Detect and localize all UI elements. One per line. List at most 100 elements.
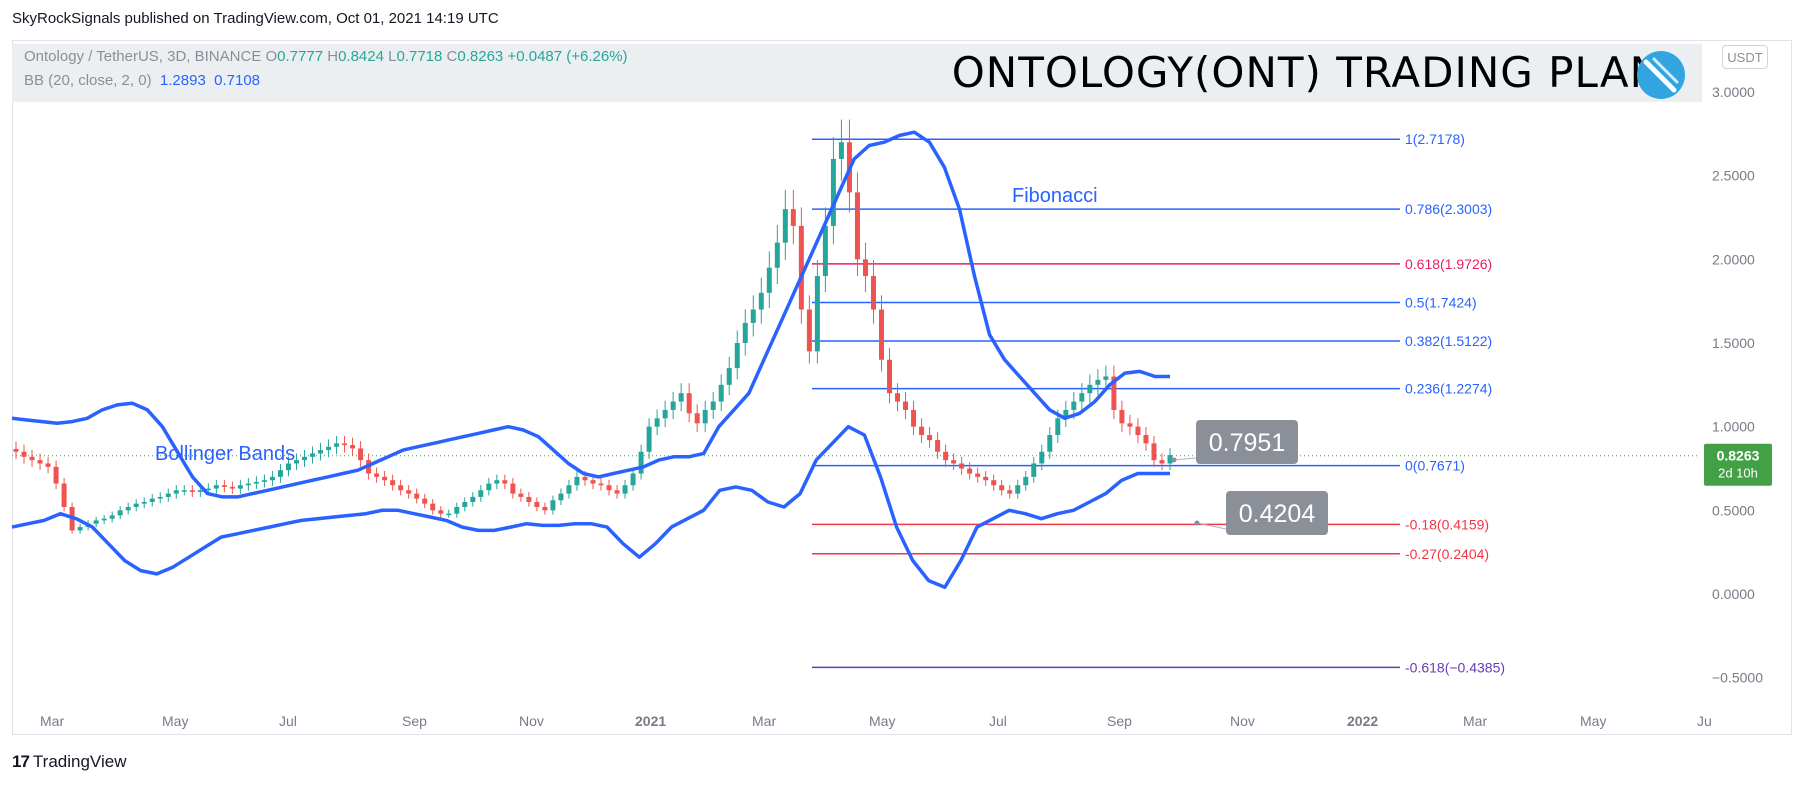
candle-body (622, 485, 628, 494)
candle-body (542, 506, 548, 511)
close-value: 0.8263 (457, 48, 504, 65)
candle-body (382, 476, 388, 481)
tradingview-brand: TradingView (32, 752, 127, 771)
candle-body (654, 418, 660, 427)
candle-body (999, 485, 1005, 491)
candle-body (606, 485, 612, 491)
candle-body (911, 409, 917, 427)
candle-body (398, 485, 404, 491)
fibonacci-annotation: Fibonacci (1012, 185, 1098, 207)
x-tick-label: Mar (1463, 713, 1487, 729)
candle-body (991, 480, 997, 486)
candle-body (814, 276, 820, 352)
candle-body (518, 493, 524, 497)
currency-button[interactable]: USDT (1722, 45, 1768, 69)
candle-body (790, 209, 796, 226)
last-price-value: 0.8263 (1717, 448, 1760, 464)
close-label: C (446, 48, 458, 65)
candle-body (758, 292, 764, 310)
y-tick-label: 2.0000 (1712, 251, 1755, 267)
candle-body (1103, 376, 1109, 380)
bb-label[interactable]: BB (20, close, 2, 0) (24, 72, 152, 89)
candle-body (895, 393, 901, 402)
candle-body (221, 485, 227, 487)
candle-body (101, 518, 107, 521)
x-tick-label: May (162, 713, 188, 729)
candle-body (879, 309, 884, 360)
candle-body (358, 448, 364, 461)
candle-body (806, 309, 812, 352)
symbol-label[interactable]: Ontology / TetherUS, 3D, BINANCE (24, 48, 262, 65)
bb-lower-value: 0.7108 (214, 72, 261, 89)
candle-body (245, 483, 251, 486)
y-tick-label: 0.0000 (1712, 586, 1755, 602)
ontology-logo-icon (1637, 51, 1685, 99)
candle-body (45, 463, 51, 467)
candle-body (646, 426, 652, 452)
candle-body (558, 493, 564, 501)
publisher-line: SkyRockSignals published on TradingView.… (12, 10, 499, 27)
candle-body (750, 309, 756, 323)
candle-body (269, 476, 275, 481)
bb-legend[interactable]: BB (20, close, 2, 0) 1.2893 0.7108 (24, 72, 260, 89)
candle-body (838, 142, 844, 159)
candle-body (205, 488, 211, 491)
candle-body (310, 453, 316, 457)
candle-body (302, 456, 307, 461)
candle-body (181, 490, 187, 492)
candle-body (21, 451, 27, 457)
candle-body (1151, 443, 1157, 461)
candle-body (510, 483, 516, 494)
bb-upper-value: 1.2893 (159, 72, 206, 89)
x-tick-label: Sep (402, 713, 427, 729)
candle-body (165, 493, 171, 497)
candle-body (29, 456, 35, 461)
tradingview-logo[interactable]: 17 TradingView (12, 752, 126, 772)
candle-body (486, 483, 492, 491)
candle-body (1063, 409, 1069, 419)
candle-body (1071, 401, 1077, 410)
candle-body (742, 322, 748, 343)
candle-body (141, 501, 147, 504)
y-tick-label: 1.0000 (1712, 419, 1755, 435)
x-tick-label: Nov (519, 713, 544, 729)
x-tick-label: Mar (752, 713, 776, 729)
callout-top-box (1196, 420, 1298, 464)
candle-body (854, 192, 860, 260)
candle-body (662, 409, 668, 419)
low-label: L (388, 48, 397, 65)
candle-body (614, 490, 620, 494)
candle-body (93, 520, 99, 524)
candle-body (422, 498, 428, 504)
candle-body (534, 501, 540, 507)
x-tick-label: Jul (989, 713, 1007, 729)
candle-body (903, 401, 909, 410)
fib-level-label: 1(2.7178) (1405, 131, 1465, 147)
candle-body (670, 401, 676, 410)
candle-body (494, 480, 500, 484)
candle-body (61, 483, 67, 507)
fib-level-label: 0.236(1.2274) (1405, 381, 1492, 397)
x-tick-label: Sep (1107, 713, 1132, 729)
candle-body (919, 426, 925, 436)
candle-body (13, 448, 19, 452)
y-tick-label: 2.5000 (1712, 168, 1755, 184)
candle-body (253, 481, 259, 484)
fib-level-label: -0.618(−0.4385) (1405, 659, 1505, 675)
candle-body (414, 493, 420, 499)
candle-body (638, 451, 644, 474)
candle-body (862, 259, 868, 277)
y-tick-label: 1.5000 (1712, 335, 1755, 351)
candle-body (277, 470, 283, 477)
candle-body (1095, 379, 1101, 385)
candle-body (935, 440, 941, 452)
candle-body (109, 515, 115, 519)
ohlc-legend[interactable]: Ontology / TetherUS, 3D, BINANCE O0.7777… (24, 48, 628, 65)
y-tick-label: 3.0000 (1712, 84, 1755, 100)
x-tick-label: Jul (279, 713, 297, 729)
candle-body (318, 450, 324, 454)
candle-body (430, 503, 436, 511)
candle-body (598, 483, 604, 486)
candle-body (374, 473, 380, 477)
